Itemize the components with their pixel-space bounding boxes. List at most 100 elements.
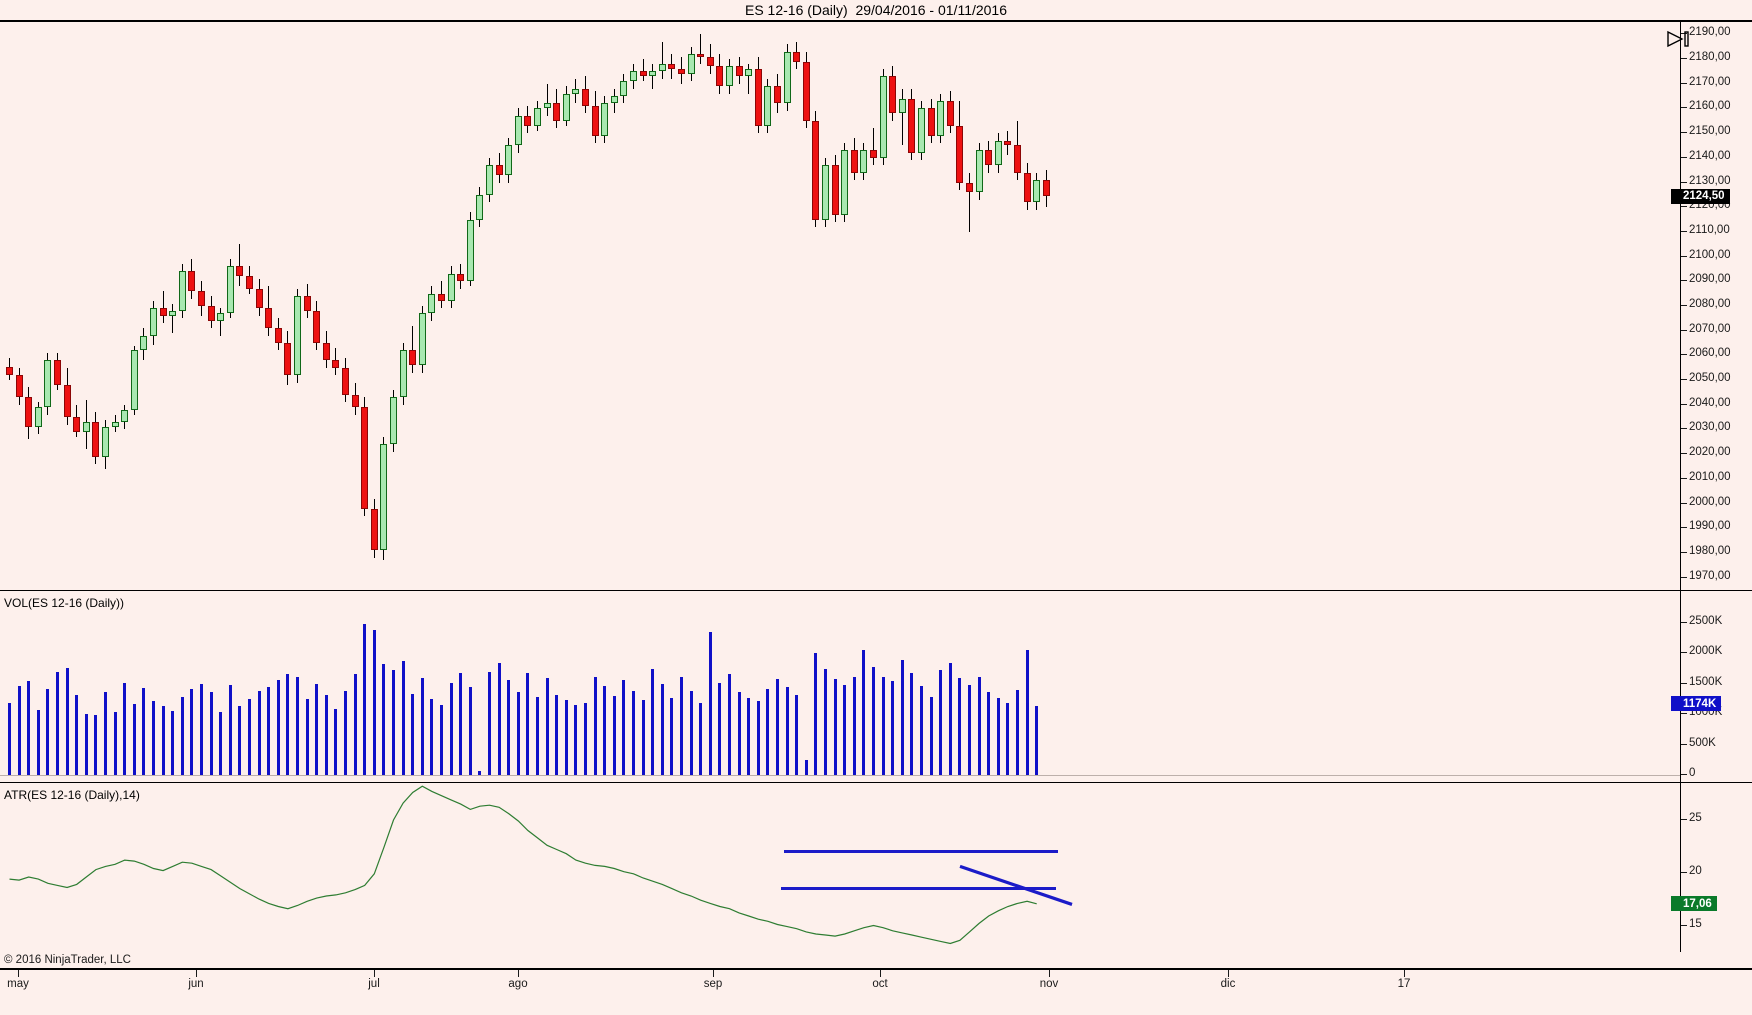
volume-bar [132, 703, 136, 775]
volume-bar [286, 673, 290, 775]
candle-body-bearish [54, 360, 61, 386]
volume-bar [161, 705, 165, 775]
volume-bar [315, 684, 319, 775]
volume-bar [939, 670, 943, 775]
volume-bar [622, 680, 626, 775]
candle-body-bearish [956, 125, 964, 183]
date-axis-tick-label: ago [508, 978, 528, 990]
date-axis-tick-mark [1049, 970, 1050, 977]
volume-indicator-label: VOL(ES 12-16 (Daily)) [4, 596, 125, 610]
candle-body-bearish [284, 343, 292, 376]
candle-body-bullish [601, 103, 609, 136]
volume-bar [507, 680, 511, 775]
date-axis-tick-label: sep [703, 978, 723, 990]
atr-plot-area[interactable] [0, 783, 1680, 952]
volume-bar [564, 699, 568, 775]
volume-plot-area[interactable] [0, 591, 1680, 782]
candle-body-bearish [927, 108, 935, 136]
volume-bar [881, 676, 885, 775]
axis-tick-label: 2050,00 [1689, 372, 1731, 385]
candle-body-bullish [34, 407, 42, 427]
volume-bar [910, 672, 914, 775]
axis-tick-label: 2070,00 [1689, 322, 1731, 335]
candle-body-bearish [985, 150, 993, 166]
candle-body-bullish [505, 145, 513, 176]
candle-body-bullish [380, 444, 388, 551]
candle-wick [547, 83, 548, 116]
candle-body-bullish [399, 350, 407, 398]
volume-bar [862, 649, 866, 775]
candle-wick [239, 244, 240, 287]
volume-bar [689, 691, 693, 775]
volume-bar [958, 677, 962, 775]
volume-bar [401, 660, 405, 775]
candle-body-bullish [562, 93, 570, 121]
candle-body-bearish [966, 182, 973, 193]
candle-body-bullish [994, 140, 1002, 166]
volume-bar [526, 672, 530, 775]
volume-bar [843, 685, 847, 775]
candle-body-bullish [121, 409, 129, 423]
date-axis[interactable]: may jun jul ago sep oct nov dic 17 [0, 968, 1752, 1015]
date-axis-tick-mark [1404, 970, 1405, 977]
volume-bar [190, 688, 194, 775]
axis-tick-mark [1681, 453, 1687, 455]
volume-bar [305, 699, 309, 775]
date-axis-tick-mark [374, 970, 375, 977]
date-axis-tick-label: may [7, 978, 29, 990]
axis-tick-mark [1681, 818, 1687, 820]
axis-tick-mark [1681, 743, 1687, 745]
volume-bar [171, 710, 175, 775]
candle-body-bullish [169, 310, 177, 316]
axis-tick-label: 2170,00 [1689, 75, 1731, 88]
candle-body-bearish [716, 66, 724, 87]
candle-body-bullish [82, 422, 90, 432]
volume-bar [641, 700, 645, 775]
price-plot-area[interactable] [0, 22, 1680, 590]
axis-tick-label: 2140,00 [1689, 149, 1731, 162]
candle-body-bearish [908, 98, 916, 153]
candle-body-bearish [793, 51, 801, 62]
axis-tick-label: 2060,00 [1689, 347, 1731, 360]
candle-body-bearish [370, 508, 378, 551]
candle-body-bullish [111, 422, 119, 427]
axis-tick-mark [1681, 107, 1687, 109]
price-axis-scale[interactable]: 2190,00 2180,00 2170,00 2160,00 2150,00 2140,… [1671, 22, 1752, 590]
volume-bar [209, 692, 213, 775]
trendline-lower-support[interactable] [781, 887, 1056, 891]
axis-tick-label: 500K [1689, 736, 1716, 749]
trendline-descending[interactable] [0, 783, 1680, 952]
axis-tick-mark [1681, 181, 1687, 183]
price-panel[interactable] [0, 22, 1680, 590]
volume-bar [536, 697, 539, 775]
axis-tick-mark [1681, 871, 1687, 873]
candle-body-bullish [745, 68, 753, 77]
candle-body-bullish [726, 66, 733, 87]
axis-tick-mark [1681, 329, 1687, 331]
axis-tick-label: 2090,00 [1689, 273, 1731, 286]
atr-axis-scale[interactable]: 25 20 15 17,06 [1671, 782, 1752, 952]
axis-tick-mark [1681, 255, 1687, 257]
volume-axis-scale[interactable]: 2500K 2000K 1500K 1000K 500K 0 1174K [1671, 590, 1752, 782]
date-axis-tick-label: dic [1220, 978, 1236, 990]
volume-bar [382, 664, 386, 775]
candle-body-bullish [879, 76, 887, 158]
candle-body-bearish [6, 366, 13, 376]
atr-panel[interactable]: ATR(ES 12-16 (Daily),14) [0, 782, 1680, 952]
volume-bar [363, 624, 367, 775]
volume-panel[interactable]: VOL(ES 12-16 (Daily)) [0, 590, 1680, 782]
axis-tick-label: 2030,00 [1689, 421, 1731, 434]
volume-bar [948, 663, 952, 775]
axis-tick-mark [1681, 280, 1687, 282]
volume-bar [353, 674, 357, 775]
volume-bar [152, 701, 155, 775]
candle-body-bullish [102, 427, 109, 457]
price-scale-gutter[interactable]: 2190,00 2180,00 2170,00 2160,00 2150,00 2140,… [1671, 22, 1752, 952]
date-axis-tick-label: oct [872, 978, 888, 990]
volume-bar [488, 671, 491, 775]
trendline-upper-resistance[interactable] [784, 850, 1058, 854]
go-to-end-icon[interactable] [1666, 30, 1692, 48]
volume-bar [872, 666, 875, 775]
candle-body-bearish [351, 394, 359, 408]
